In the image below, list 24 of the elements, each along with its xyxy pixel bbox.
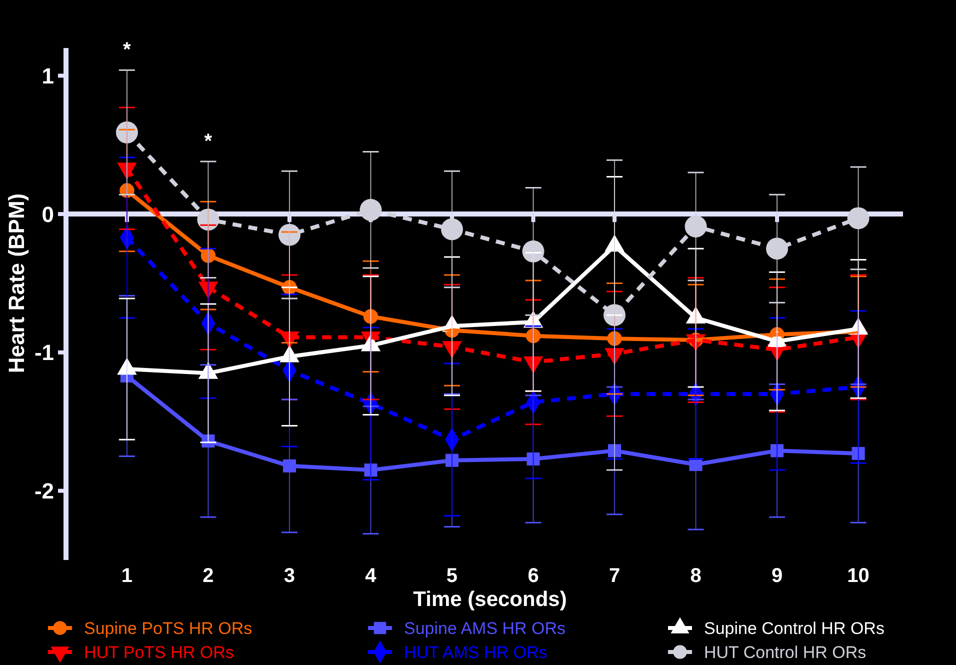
x-tick-label: 5 — [446, 565, 458, 587]
x-tick-label: 10 — [847, 565, 870, 587]
x-tick-label: 4 — [365, 565, 378, 587]
x-tick-label: 9 — [771, 565, 783, 587]
legend-label: HUT Control HR ORs — [704, 642, 866, 662]
legend-label: HUT PoTS HR ORs — [84, 642, 234, 662]
legend-label: Supine PoTS HR ORs — [84, 618, 252, 638]
annotation: * — [123, 39, 132, 62]
y-axis-title: Heart Rate (BPM) — [4, 193, 29, 374]
x-tick-label: 3 — [284, 565, 296, 587]
y-tick-label: 1 — [42, 63, 54, 88]
annotation: * — [204, 130, 212, 152]
y-tick-label: -2 — [34, 478, 54, 504]
x-tick-label: 8 — [690, 565, 702, 587]
x-axis-title: Time (seconds) — [413, 588, 567, 611]
x-tick-label: 7 — [608, 565, 620, 587]
legend-label: HUT AMS HR ORs — [404, 642, 548, 662]
legend-label: Supine AMS HR ORs — [404, 618, 566, 638]
x-tick-label: 2 — [202, 565, 214, 587]
y-tick-label: 0 — [42, 202, 54, 227]
x-tick-label: 1 — [121, 565, 133, 587]
x-tick-label: 6 — [528, 565, 539, 587]
y-tick-label: -1 — [34, 340, 54, 366]
legend-label: Supine Control HR ORs — [704, 618, 884, 638]
